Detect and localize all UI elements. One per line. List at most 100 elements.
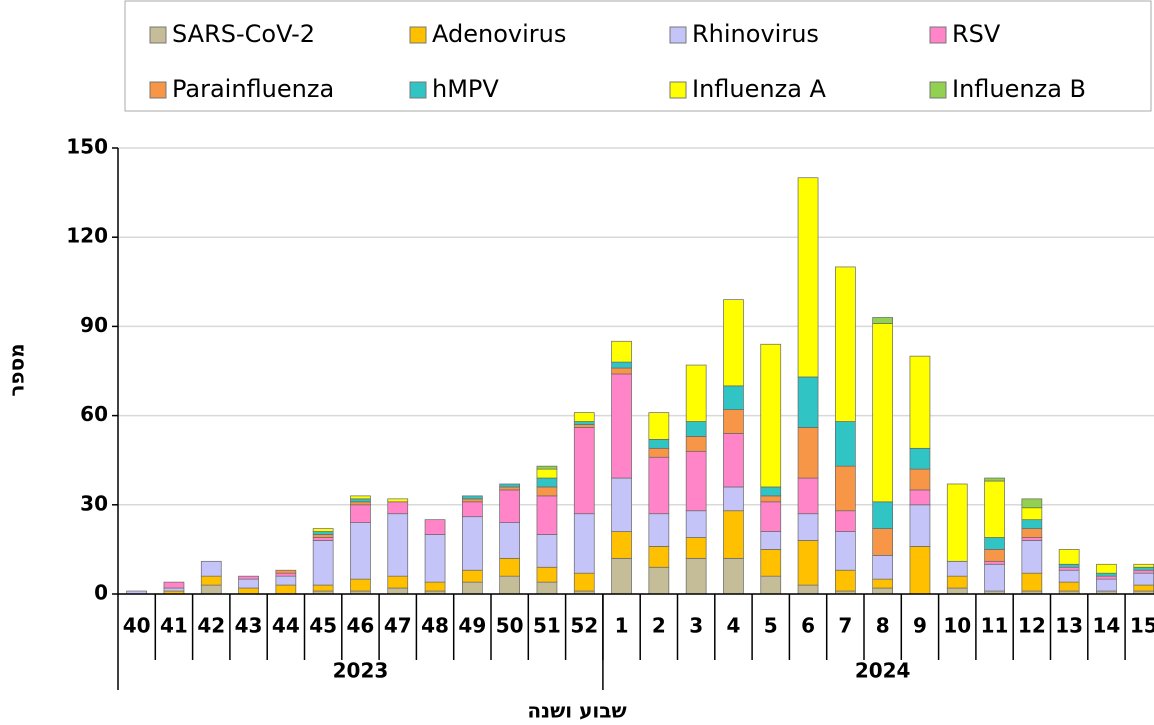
bar-segment (573, 572, 595, 592)
bar-segment (723, 510, 744, 559)
bar-segment (685, 364, 707, 422)
bar-segment (536, 534, 558, 568)
bar-segment (909, 355, 931, 449)
bar-segment (387, 501, 409, 515)
legend-box (124, 0, 1152, 112)
bar-segment (387, 513, 409, 577)
bar-segment (462, 498, 483, 503)
bar-segment (1096, 572, 1117, 577)
bar-segment (573, 513, 595, 574)
x-tick-label: 4 (726, 614, 740, 638)
x-tick-label: 9 (913, 614, 927, 638)
bar-segment (1021, 507, 1043, 521)
bar-segment (163, 581, 185, 589)
bar-segment (872, 317, 894, 324)
bar-segment (536, 566, 558, 583)
x-tick-label: 44 (272, 614, 300, 638)
x-tick-label: 41 (160, 614, 188, 638)
bar-segment (648, 456, 670, 515)
x-tick-label: 50 (496, 614, 524, 638)
group-label: 2023 (333, 659, 389, 683)
bar-segment (312, 531, 334, 535)
bar-segment (909, 504, 931, 547)
bar-segment (499, 557, 520, 577)
x-tick-label: 48 (421, 614, 449, 638)
y-axis-title: מספר (5, 343, 29, 396)
bar-segment (723, 299, 744, 387)
bar-segment (946, 560, 968, 577)
bar-segment (872, 578, 894, 589)
y-tick-label: 60 (80, 402, 108, 426)
bar-segment (499, 486, 520, 491)
bar-segment (462, 516, 483, 571)
bar-segment (797, 177, 819, 378)
x-tick-label: 3 (689, 614, 703, 638)
bar-segment (1096, 578, 1117, 592)
bar-segment (723, 433, 744, 488)
bar-segment (387, 498, 409, 503)
bar-segment (909, 468, 931, 491)
bar-segment (499, 483, 520, 488)
bar-segment (685, 557, 707, 595)
bar-segment (1096, 563, 1117, 574)
bar-segment (834, 510, 856, 532)
bar-segment (350, 504, 371, 523)
legend-swatch (929, 26, 947, 44)
bar-segment (1021, 540, 1043, 574)
bar-segment (573, 412, 595, 422)
legend-label: Influenza B (952, 75, 1086, 103)
legend-label: hMPV (432, 75, 499, 103)
bar-segment (872, 554, 894, 580)
bar-segment (760, 531, 782, 550)
bar-segment (1058, 549, 1080, 565)
bar-segment (312, 537, 334, 541)
bar-segment (760, 495, 782, 503)
legend-label: Rhinovirus (692, 20, 819, 48)
bar-segment (723, 486, 744, 512)
bar-segment (648, 447, 670, 458)
bar-segment (760, 575, 782, 595)
x-tick-label: 43 (235, 614, 263, 638)
bar-segment (834, 569, 856, 592)
bar-segment (909, 489, 931, 506)
bar-segment (462, 581, 483, 595)
bar-segment (350, 501, 371, 506)
y-tick-label: 120 (66, 224, 108, 248)
bar-segment (350, 578, 371, 592)
bar-segment (834, 266, 856, 422)
bar-segment (536, 468, 558, 479)
bar-segment (723, 557, 744, 595)
bar-segment (536, 486, 558, 497)
bar-segment (685, 421, 707, 437)
bar-segment (238, 575, 259, 580)
bar-segment (1058, 569, 1080, 583)
x-tick-label: 51 (533, 614, 561, 638)
bar-segment (648, 439, 670, 449)
x-tick-label: 2 (652, 614, 666, 638)
bar-segment (872, 501, 894, 529)
bar-segment (1096, 575, 1117, 580)
bar-segment (1021, 498, 1043, 509)
bar-segment (648, 566, 670, 595)
bar-segment (573, 427, 595, 515)
bar-segment (648, 513, 670, 547)
bar-segment (499, 489, 520, 523)
x-tick-label: 10 (943, 614, 971, 638)
bar-segment (611, 557, 632, 595)
bar-segment (163, 587, 185, 592)
bar-segment (760, 343, 782, 488)
bar-segment (275, 572, 297, 577)
x-tick-label: 6 (801, 614, 815, 638)
x-tick-label: 13 (1055, 614, 1083, 638)
bar-segment (611, 361, 632, 369)
bar-segment (834, 465, 856, 512)
x-tick-label: 11 (981, 614, 1009, 638)
bar-segment (797, 376, 819, 428)
bar-segment (312, 584, 334, 592)
x-tick-label: 40 (123, 614, 151, 638)
bar-segment (760, 549, 782, 577)
bar-segment (275, 569, 297, 574)
legend-swatch (149, 81, 167, 99)
bar-segment (424, 581, 446, 592)
bar-segment (536, 495, 558, 535)
